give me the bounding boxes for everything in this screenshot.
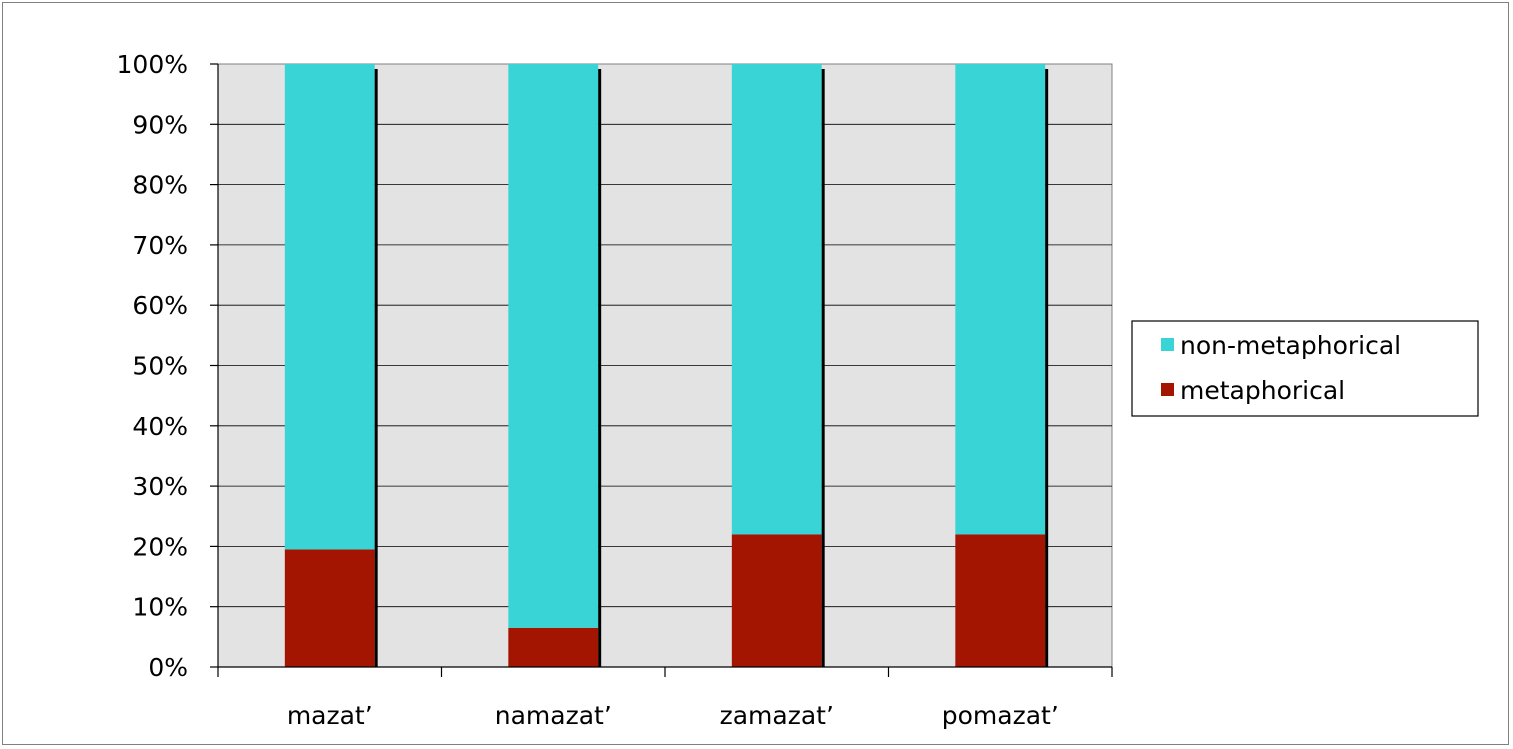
y-tick-label: 100% [117, 50, 188, 79]
y-tick-label: 80% [132, 171, 188, 200]
bar-metaphorical-3 [955, 534, 1046, 667]
bar-metaphorical-1 [508, 627, 599, 667]
legend-box [1131, 320, 1479, 417]
legend-label-non-metaphorical: non-metaphorical [1180, 331, 1401, 360]
x-category-label: namazat’ [495, 701, 612, 730]
x-axis-categories: mazat’ namazat’ zamazat’ pomazat’ [217, 667, 1113, 730]
y-tick-label: 20% [132, 532, 188, 561]
bar-non-metaphorical-1 [508, 64, 599, 628]
y-tick-label: 60% [132, 291, 188, 320]
y-tick-label: 40% [132, 412, 188, 441]
bars [284, 64, 1049, 667]
y-tick-label: 70% [132, 231, 188, 260]
y-tick-label: 90% [132, 110, 188, 139]
bar-metaphorical-2 [731, 534, 822, 667]
legend-swatch-metaphorical [1161, 383, 1174, 396]
bar-metaphorical-0 [284, 549, 375, 667]
x-category-label: zamazat’ [720, 701, 834, 730]
y-tick-label: 0% [148, 653, 188, 682]
x-category-label: mazat’ [287, 701, 373, 730]
bar-non-metaphorical-3 [955, 64, 1046, 535]
y-tick-label: 50% [132, 352, 188, 381]
legend-label-metaphorical: metaphorical [1180, 376, 1345, 405]
bar-non-metaphorical-0 [284, 64, 375, 550]
y-axis-ticks: 0% 10% 20% 30% 40% 50% 60% 70% 80% 90% 100% [117, 50, 218, 682]
legend-swatch-non-metaphorical [1161, 338, 1174, 351]
legend: non-metaphorical metaphorical [1131, 320, 1479, 417]
y-tick-label: 30% [132, 472, 188, 501]
x-category-label: pomazat’ [942, 701, 1059, 730]
bar-non-metaphorical-2 [731, 64, 822, 535]
y-tick-label: 10% [132, 593, 188, 622]
